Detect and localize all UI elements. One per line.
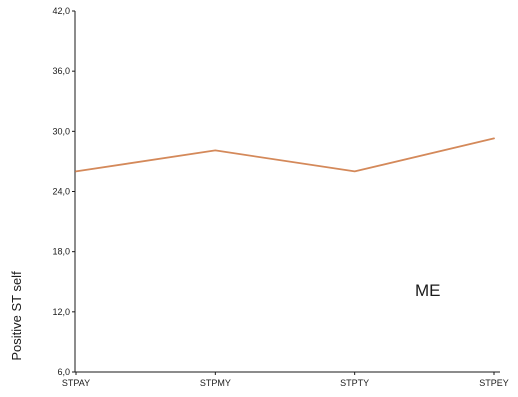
y-tick-label: 18,0 xyxy=(52,247,70,257)
x-tick-label: STPMY xyxy=(200,378,231,388)
y-tick-label: 12,0 xyxy=(52,307,70,317)
chart-annotation: ME xyxy=(415,281,441,300)
y-tick-label: 42,0 xyxy=(52,6,70,16)
y-axis-title: Positive ST self xyxy=(9,271,24,361)
x-tick-label: STPTY xyxy=(340,378,369,388)
x-tick-label: STPAY xyxy=(62,378,90,388)
y-tick-label: 24,0 xyxy=(52,187,70,197)
x-axis: STPAY STPMY STPTY STPEY xyxy=(62,371,509,388)
series-layer xyxy=(75,137,495,173)
y-axis: 6,0 12,0 18,0 24,0 30,0 36,0 42,0 xyxy=(52,6,76,377)
y-tick-label: 30,0 xyxy=(52,126,70,136)
x-tick-label: STPEY xyxy=(479,378,509,388)
y-tick-label: 6,0 xyxy=(57,367,70,377)
series-line xyxy=(75,137,495,173)
y-tick-label: 36,0 xyxy=(52,66,70,76)
